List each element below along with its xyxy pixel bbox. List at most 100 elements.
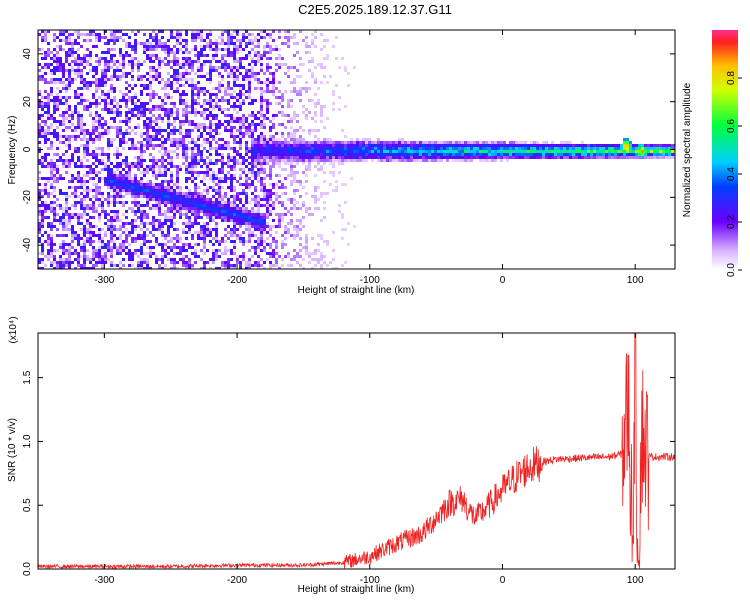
heatmap-cell — [104, 216, 107, 219]
heatmap-cell — [245, 240, 248, 243]
heatmap-cell — [173, 204, 176, 207]
heatmap-cell — [185, 180, 188, 183]
heatmap-cell — [563, 144, 566, 147]
heatmap-cell — [44, 33, 47, 36]
heatmap-cell — [44, 141, 47, 144]
heatmap-cell — [65, 243, 68, 246]
heatmap-cell — [50, 192, 53, 195]
heatmap-cell — [260, 243, 263, 246]
heatmap-cell — [83, 264, 86, 267]
heatmap-cell — [233, 30, 236, 33]
heatmap-cell — [80, 144, 83, 147]
heatmap-cell — [281, 42, 284, 45]
heatmap-cell — [191, 174, 194, 177]
heatmap-cell — [152, 93, 155, 96]
heatmap-cell — [62, 96, 65, 99]
heatmap-cell — [428, 147, 431, 150]
heatmap-cell — [302, 144, 305, 147]
heatmap-cell — [62, 39, 65, 42]
heatmap-cell — [62, 75, 65, 78]
heatmap-cell — [320, 192, 323, 195]
heatmap-cell — [191, 129, 194, 132]
heatmap-cell — [89, 171, 92, 174]
heatmap-cell — [197, 192, 200, 195]
heatmap-cell — [71, 231, 74, 234]
heatmap-cell — [224, 267, 227, 269]
heatmap-cell — [110, 141, 113, 144]
heatmap-cell — [53, 78, 56, 81]
heatmap-cell — [92, 201, 95, 204]
heatmap-cell — [320, 234, 323, 237]
heatmap-cell — [113, 264, 116, 267]
heatmap-cell — [38, 258, 41, 261]
heatmap-cell — [257, 123, 260, 126]
heatmap-cell — [62, 153, 65, 156]
heatmap-cell — [131, 48, 134, 51]
heatmap-cell — [662, 150, 665, 153]
heatmap-cell — [167, 48, 170, 51]
heatmap-cell — [158, 108, 161, 111]
heatmap-cell — [245, 213, 248, 216]
heatmap-cell — [50, 81, 53, 84]
heatmap-cell — [305, 249, 308, 252]
heatmap-cell — [158, 192, 161, 195]
heatmap-cell — [125, 210, 128, 213]
heatmap-cell — [350, 177, 353, 180]
heatmap-cell — [92, 249, 95, 252]
heatmap-cell — [242, 117, 245, 120]
heatmap-cell — [44, 129, 47, 132]
heatmap-cell — [227, 84, 230, 87]
heatmap-cell — [215, 96, 218, 99]
heatmap-cell — [170, 96, 173, 99]
heatmap-cell — [83, 246, 86, 249]
heatmap-cell — [305, 114, 308, 117]
heatmap-cell — [260, 111, 263, 114]
heatmap-cell — [212, 174, 215, 177]
heatmap-cell — [65, 51, 68, 54]
heatmap-cell — [71, 192, 74, 195]
heatmap-cell — [143, 138, 146, 141]
heatmap-cell — [215, 105, 218, 108]
x-tick-label: -300 — [94, 575, 114, 586]
heatmap-cell — [407, 159, 410, 162]
heatmap-cell — [230, 96, 233, 99]
x-tick-label: -300 — [94, 275, 114, 286]
heatmap-cell — [191, 171, 194, 174]
heatmap-cell — [161, 171, 164, 174]
heatmap-cell — [227, 237, 230, 240]
heatmap-cell — [293, 111, 296, 114]
heatmap-cell — [185, 159, 188, 162]
heatmap-cell — [110, 99, 113, 102]
heatmap-cell — [317, 153, 320, 156]
heatmap-cell — [239, 120, 242, 123]
heatmap-cell — [113, 204, 116, 207]
heatmap-cell — [449, 150, 452, 153]
heatmap-cell — [101, 57, 104, 60]
heatmap-cell — [269, 147, 272, 150]
heatmap-cell — [122, 174, 125, 177]
heatmap-cell — [161, 99, 164, 102]
heatmap-cell — [503, 147, 506, 150]
heatmap-cell — [254, 225, 257, 228]
heatmap-cell — [68, 81, 71, 84]
heatmap-cell — [122, 204, 125, 207]
heatmap-cell — [116, 165, 119, 168]
heatmap-cell — [185, 222, 188, 225]
heatmap-cell — [329, 183, 332, 186]
heatmap-cell — [398, 156, 401, 159]
heatmap-cell — [629, 144, 632, 147]
heatmap-cell — [281, 93, 284, 96]
heatmap-cell — [227, 48, 230, 51]
heatmap-cell — [146, 87, 149, 90]
heatmap-cell — [146, 102, 149, 105]
heatmap-cell — [251, 60, 254, 63]
heatmap-cell — [305, 90, 308, 93]
heatmap-cell — [77, 42, 80, 45]
heatmap-cell — [149, 87, 152, 90]
heatmap-cell — [71, 123, 74, 126]
heatmap-cell — [248, 219, 251, 222]
heatmap-cell — [149, 207, 152, 210]
heatmap-cell — [125, 156, 128, 159]
heatmap-cell — [77, 87, 80, 90]
heatmap-cell — [323, 105, 326, 108]
